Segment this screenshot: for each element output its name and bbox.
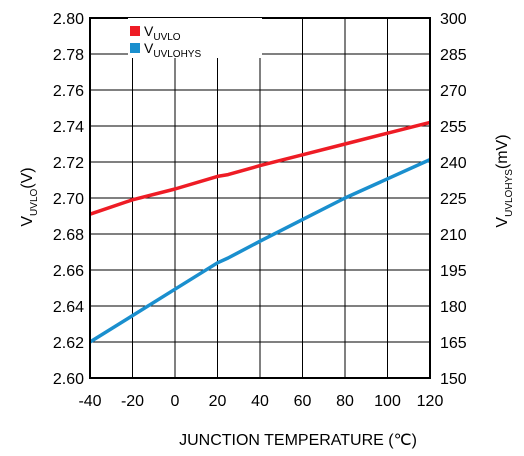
y-left-tick-label: 2.70 [53,191,84,208]
legend-label-uvlo: VUVLO [144,23,181,43]
y-left-axis-title: VUVLO(V) [19,167,40,226]
x-tick-label: 120 [417,393,444,410]
y-left-tick-label: 2.78 [53,47,84,64]
plot-lines [89,120,431,344]
x-tick-label: 20 [209,393,227,410]
y-right-tick-label: 180 [440,299,467,316]
legend: VUVLO VUVLOHYS [128,18,262,60]
x-tick-label: 60 [294,393,312,410]
series-line-uvlo [89,120,431,216]
y-left-tick-label: 2.76 [53,83,84,100]
y-right-tick-label: 225 [440,191,467,208]
y-left-tick-label: 2.72 [53,155,84,172]
x-tick-label: -20 [121,393,144,410]
legend-label-uvlohys: VUVLOHYS [144,40,201,60]
x-tick-label: 80 [336,393,354,410]
y-left-tick-label: 2.62 [53,335,84,352]
y-left-tick-label: 2.64 [53,299,84,316]
y-right-axis-ticks: 300 285 270 255 240 225 210 195 180 165 150 [440,11,467,388]
y-left-axis-ticks: 2.80 2.78 2.76 2.74 2.72 2.70 2.68 2.66 2.64 2.62… [53,11,84,388]
legend-swatch-uvlo [130,26,140,36]
x-tick-label: 100 [374,393,401,410]
y-right-tick-label: 300 [440,11,467,28]
y-right-tick-label: 195 [440,263,467,280]
y-right-tick-label: 165 [440,335,467,352]
x-axis-ticks: -40 -20 0 20 40 60 80 100 120 [78,393,443,410]
y-left-tick-label: 2.60 [53,371,84,388]
y-right-tick-label: 285 [440,47,467,64]
x-tick-label: 40 [251,393,269,410]
series-line-uvlohys [89,158,431,344]
y-right-tick-label: 150 [440,371,467,388]
y-left-tick-label: 2.66 [53,263,84,280]
x-axis-title: JUNCTION TEMPERATURE (℃) [179,432,417,449]
y-left-tick-label: 2.68 [53,227,84,244]
y-right-axis-title: VUVLOHYS(mV) [494,134,515,227]
x-tick-label: -40 [78,393,101,410]
y-right-tick-label: 210 [440,227,467,244]
x-tick-label: 0 [171,393,180,410]
legend-swatch-uvlohys [130,43,140,53]
legend-background [128,18,262,58]
y-left-tick-label: 2.74 [53,119,84,136]
y-right-tick-label: 240 [440,155,467,172]
y-right-tick-label: 270 [440,83,467,100]
y-right-tick-label: 255 [440,119,467,136]
y-left-tick-label: 2.80 [53,11,84,28]
